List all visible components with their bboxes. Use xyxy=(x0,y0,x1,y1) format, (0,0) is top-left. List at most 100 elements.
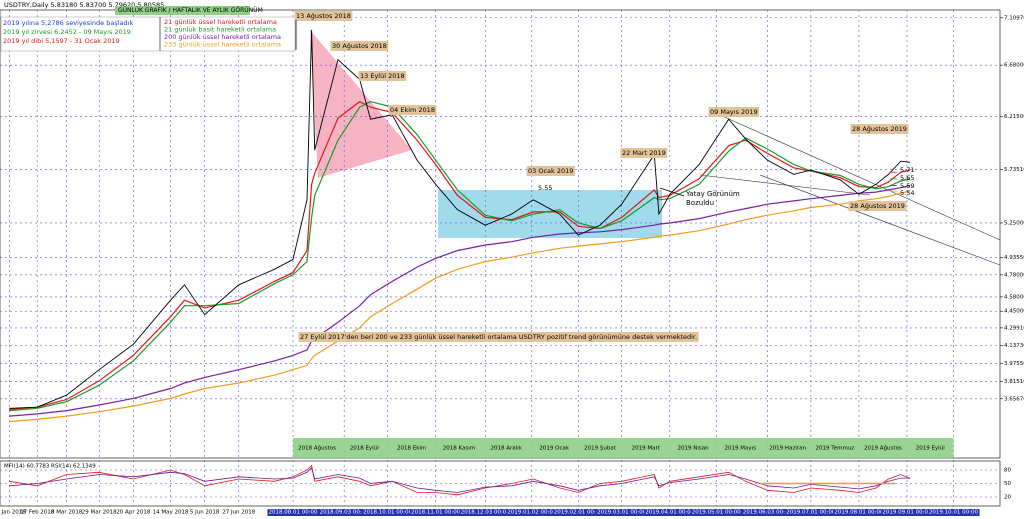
annotation-box xyxy=(708,107,760,117)
info-box xyxy=(0,16,296,52)
moving-average xyxy=(9,100,911,410)
y-tick-label: 4.13730 xyxy=(1004,343,1024,349)
x-tick-label: 2019.02.01 00:00 xyxy=(554,510,604,516)
annotation: 28 Ağustos 2019 xyxy=(852,125,907,133)
month-label: 2019 Ocak xyxy=(539,446,569,452)
y-tick-label: 20 xyxy=(1004,495,1011,501)
x-tick-label: 2019.06.03 00:00 xyxy=(743,510,793,516)
annotation: 27 Eylül 2017'den beri 200 ve 233 günlük… xyxy=(300,333,697,341)
y-tick-label: 3.81510 xyxy=(1004,379,1024,385)
x-tick-highlight xyxy=(881,509,934,516)
x-tick-label: 2018.09.03 00:00 xyxy=(320,510,370,516)
x-tick-highlight xyxy=(506,509,558,516)
x-tick-highlight xyxy=(410,509,462,516)
annotation-box xyxy=(526,166,575,176)
end-value-label: 5.71 xyxy=(900,166,914,174)
legend-label: 200 günlük üssel hareketli ortalama xyxy=(164,33,281,41)
trend-line xyxy=(699,174,871,196)
x-tick-highlight xyxy=(596,509,648,516)
month-label: 2018 Aralık xyxy=(491,446,523,452)
x-tick-highlight xyxy=(362,509,414,516)
x-tick-label: 29 Mar 2018 xyxy=(82,510,117,516)
y-tick-label: 5.25000 xyxy=(1004,220,1024,226)
x-tick-highlight xyxy=(785,509,837,516)
x-tick-highlight xyxy=(741,509,794,516)
x-tick-label: 2018.11.01 00:00 xyxy=(411,510,461,516)
annotation: 13 Ağustos 2018 xyxy=(296,12,351,20)
legend-label: 21 günlük basit hareketli ortalama xyxy=(164,26,276,34)
annotation-box xyxy=(358,71,407,81)
x-tick-label: 2019.10.01 00:00 xyxy=(929,510,979,516)
month-label: 2019 Temmuz xyxy=(816,446,855,452)
annotation-box xyxy=(294,11,353,21)
annotation-box xyxy=(388,105,437,115)
end-value-label: 5.54 xyxy=(900,189,914,197)
x-tick-label: 2019.03.01 00:00 xyxy=(597,510,647,516)
x-tick-highlight xyxy=(267,509,320,516)
y-tick-label: 4.58000 xyxy=(1004,294,1024,300)
annotation: Yatay Görünüm xyxy=(685,190,740,198)
x-tick-label: 2019.01.02 00:00 xyxy=(507,510,557,516)
subtitle: GÜNLÜK GRAFİK / HAFTALIK VE AYLIK GÖRÜNÜ… xyxy=(118,7,263,14)
chart-title: USDTRY,Daily 5.83180 5.83700 5.79620 5.8… xyxy=(4,1,164,9)
legend-label: 233 günlük üssel hareketli ortalama xyxy=(164,41,281,49)
end-value-label: 5.65 xyxy=(900,174,914,182)
x-tick-label: 17 Feb 2018 xyxy=(20,510,55,516)
range-box xyxy=(438,190,662,238)
month-label: 2019 Ağustos xyxy=(864,445,902,452)
y-tick-label: 4.93550 xyxy=(1004,255,1024,261)
x-tick-label: 2018.10.01 00:00 xyxy=(363,510,413,516)
annotation: 28 Ağustos 2019 xyxy=(850,202,905,210)
y-tick-label: 6.21500 xyxy=(1004,114,1024,120)
x-tick-highlight xyxy=(459,509,512,516)
x-tick-label: 20 Apr 2018 xyxy=(116,510,151,516)
month-label: 2019 Şubat xyxy=(584,446,617,452)
moving-average xyxy=(9,100,911,412)
annotation-box xyxy=(850,124,909,134)
annotation-box xyxy=(620,148,668,158)
annotation: 09 Mayıs 2019 xyxy=(710,108,758,116)
x-tick-label: 2018.12.03 00:00 xyxy=(461,510,511,516)
x-tick-highlight xyxy=(644,509,696,516)
annotation: Bozuldu xyxy=(686,199,714,207)
x-tick-label: 2019.09.01 00:00 xyxy=(882,510,932,516)
legend-label: 21 günlük üssel hareketli ortalama xyxy=(164,18,277,26)
x-tick-label: 2019.07.01 00:00 xyxy=(786,510,836,516)
month-label: 2019 Mart xyxy=(632,446,661,452)
y-tick-label: 6.68000 xyxy=(1004,63,1024,69)
y-tick-label: 50 xyxy=(1004,481,1011,487)
note: 2019 yıl zirvesi 6,2452 - 09 Mayıs 2019 xyxy=(3,28,131,36)
price-line xyxy=(9,29,911,409)
moving-average xyxy=(9,184,911,417)
month-label: 2018 Kasım xyxy=(443,446,475,452)
month-label: 2018 Ağustos xyxy=(298,445,336,452)
month-label: 2018 Ekim xyxy=(397,446,426,452)
note: 2019 yıl dibi 5,1597 - 31 Ocak 2019 xyxy=(3,37,120,45)
x-tick-label: 2019.05.01 00:00 xyxy=(692,510,742,516)
x-tick-label: 8 Mar 2018 xyxy=(51,510,83,516)
x-tick-highlight xyxy=(690,509,743,516)
x-tick-label: 2019.08.01 00:00 xyxy=(834,510,884,516)
note: 2019 yılına 5,2786 seviyesinde başladık xyxy=(3,19,133,27)
annotation-pointer xyxy=(659,187,685,197)
y-tick-label: 5.73510 xyxy=(1004,167,1024,173)
y-tick-label: 4.78000 xyxy=(1004,272,1024,278)
x-tick-highlight xyxy=(833,509,885,516)
indicator-title: MFI(14) 60.7783 RSI(14) 62.1349 xyxy=(4,464,96,470)
annotation: 30 Ağustos 2018 xyxy=(332,42,387,50)
x-tick-label: 27 Jun 2018 xyxy=(222,510,256,516)
month-label: 2019 Nisan xyxy=(677,446,709,452)
annotation: 22 Mart 2019 xyxy=(622,149,666,157)
x-tick-label: 2018.08.01 00:00 xyxy=(268,510,318,516)
x-tick-label: 14 May 2018 xyxy=(153,510,189,516)
oscillator-line xyxy=(9,467,911,493)
y-tick-label: 3.97550 xyxy=(1004,361,1024,367)
end-value-label: 5.59 xyxy=(900,182,914,190)
month-label: 2018 Eylül xyxy=(350,446,379,452)
oscillator-line xyxy=(9,464,911,496)
x-tick-highlight xyxy=(552,509,605,516)
annotation-box xyxy=(330,41,389,51)
x-tick-highlight xyxy=(927,509,980,516)
subtitle-box xyxy=(115,6,250,15)
